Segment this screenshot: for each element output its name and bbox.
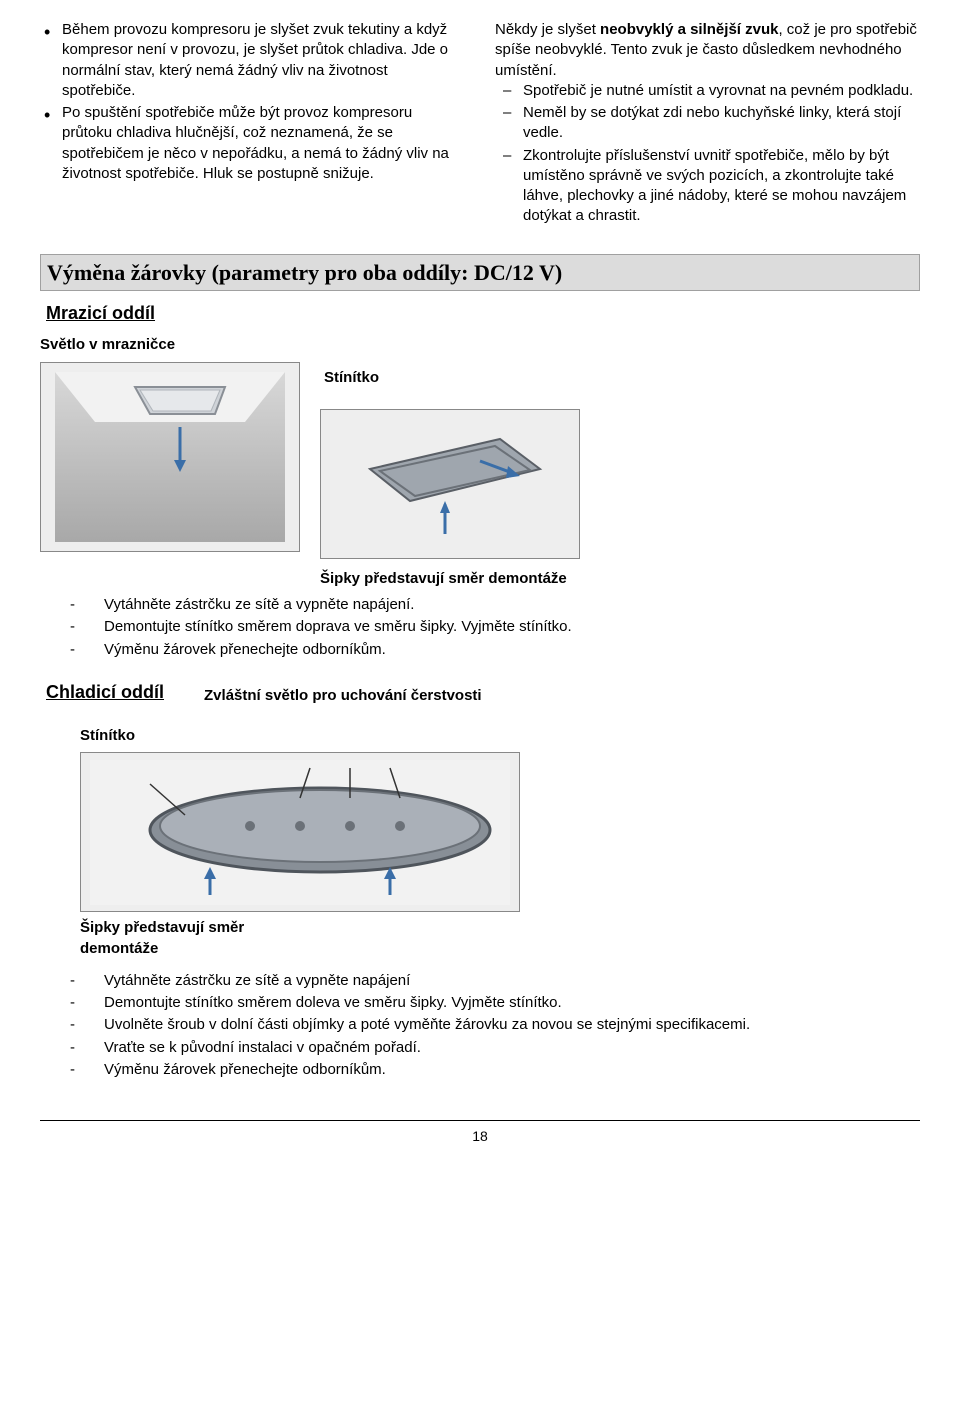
intro-left-item: Po spuštění spotřebiče může být provoz k… (40, 103, 465, 184)
freezer-arrows-caption: Šipky představují směr demontáže (320, 569, 920, 589)
cooling-step: Uvolněte šroub v dolní části objímky a p… (70, 1015, 920, 1035)
freezer-heading: Mrazicí oddíl (46, 301, 920, 325)
intro-columns: Během provozu kompresoru je slyšet zvuk … (40, 20, 920, 229)
cooling-step: Demontujte stínítko směrem doleva ve smě… (70, 993, 920, 1013)
intro-right-bold: neobvyklý a silnější zvuk (600, 21, 778, 38)
cooling-special-light-label: Zvláštní světlo pro uchování čerstvosti (204, 686, 482, 706)
cooling-heading: Chladicí oddíl (46, 680, 164, 704)
freezer-light-figure (40, 362, 300, 552)
freezer-steps: Vytáhněte zástrčku ze sítě a vypněte nap… (70, 595, 920, 660)
intro-left-item: Během provozu kompresoru je slyšet zvuk … (40, 20, 465, 101)
cooling-figure-wrap: Stínítko (80, 726, 920, 912)
intro-right-item: Zkontrolujte příslušenství uvnitř spotře… (495, 146, 920, 227)
freezer-step: Výměnu žárovek přenechejte odborníkům. (70, 640, 920, 660)
cooling-step: Výměnu žárovek přenechejte odborníkům. (70, 1060, 920, 1080)
intro-right-text: Někdy je slyšet (495, 21, 600, 38)
section-title: Výměna žárovky (parametry pro oba oddíly… (40, 254, 920, 292)
freezer-shade-col: Stínítko (320, 362, 580, 559)
cooling-arrows-caption: Šipky představují směr demontáže (80, 918, 300, 959)
cooling-steps: Vytáhněte zástrčku ze sítě a vypněte nap… (70, 971, 920, 1080)
cooling-step: Vraťte se k původní instalaci v opačném … (70, 1038, 920, 1058)
freezer-figure-row: Stínítko (40, 362, 920, 559)
intro-right-item: Spotřebič je nutné umístit a vyrovnat na… (495, 81, 920, 101)
intro-right-paragraph: Někdy je slyšet neobvyklý a silnější zvu… (495, 20, 920, 81)
freezer-shade-icon (330, 419, 570, 549)
freezer-shade-figure (320, 409, 580, 559)
intro-right-item: Neměl by se dotýkat zdi nebo kuchyňské l… (495, 103, 920, 144)
freezer-light-label: Světlo v mrazničce (40, 335, 920, 355)
page-number: 18 (40, 1120, 920, 1146)
cooling-light-icon (90, 760, 510, 905)
freezer-shade-label: Stínítko (324, 368, 580, 388)
freezer-light-icon (55, 372, 285, 542)
intro-left-col: Během provozu kompresoru je slyšet zvuk … (40, 20, 465, 229)
intro-right-col: Někdy je slyšet neobvyklý a silnější zvu… (495, 20, 920, 229)
cooling-heading-row: Chladicí oddíl Zvláštní světlo pro uchov… (40, 680, 920, 712)
freezer-step: Vytáhněte zástrčku ze sítě a vypněte nap… (70, 595, 920, 615)
cooling-step: Vytáhněte zástrčku ze sítě a vypněte nap… (70, 971, 920, 991)
intro-right-list: Spotřebič je nutné umístit a vyrovnat na… (495, 81, 920, 227)
intro-left-list: Během provozu kompresoru je slyšet zvuk … (40, 20, 465, 184)
cooling-shade-label: Stínítko (80, 726, 920, 746)
cooling-figure (80, 752, 520, 912)
freezer-step: Demontujte stínítko směrem doprava ve sm… (70, 617, 920, 637)
